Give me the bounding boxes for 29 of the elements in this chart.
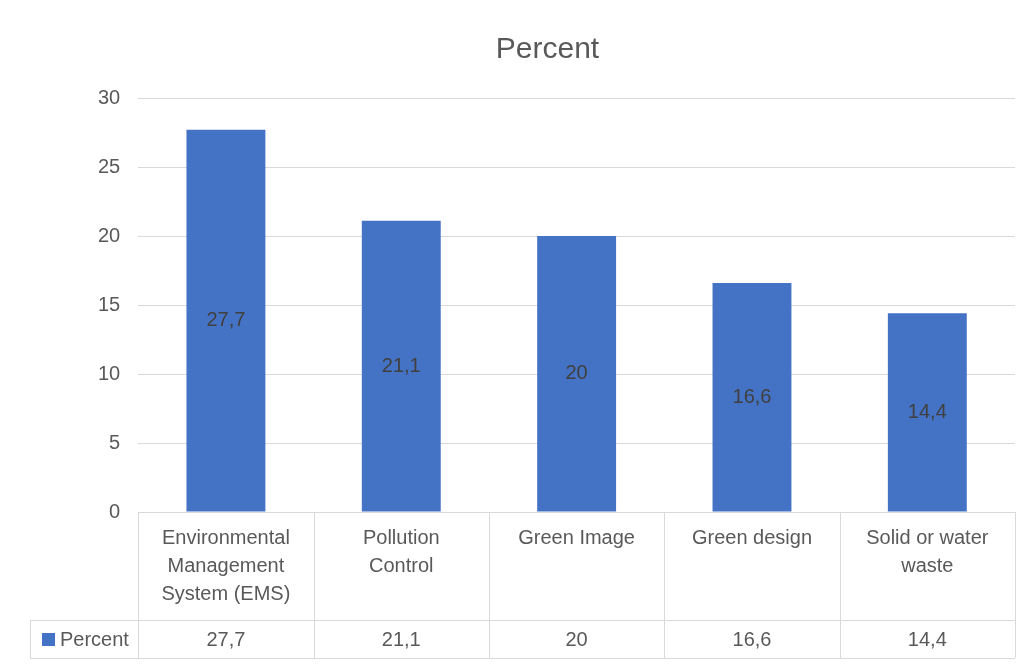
data-label: 27,7 — [206, 627, 246, 650]
y-tick-label: 0 — [109, 499, 121, 522]
x-tick-label: Green Image — [518, 525, 635, 548]
text: 20 — [565, 361, 588, 384]
y-tick-label: 25 — [98, 154, 121, 177]
y-tick-label: 15 — [98, 292, 121, 315]
text: 27,7 — [206, 308, 246, 331]
text: 14,4 — [907, 399, 947, 422]
data-label: 21,1 — [381, 627, 421, 650]
text: 21,1 — [381, 353, 421, 376]
x-tick-label: Pollution Control — [362, 525, 440, 576]
x-tick-label: Environmental Management System (EMS) — [161, 525, 291, 604]
bar — [887, 313, 967, 512]
bar — [712, 282, 792, 512]
data-label: 16,6 — [732, 627, 772, 650]
legend-label: Percent — [60, 627, 130, 650]
bar — [361, 220, 441, 512]
data-label: 20 — [565, 627, 588, 650]
x-tick-label: Green design — [691, 525, 813, 548]
text: 16,6 — [732, 384, 772, 407]
data-label: 14,4 — [907, 627, 947, 650]
y-tick-label: 20 — [98, 223, 121, 246]
x-tick-label: Solid or water waste — [866, 525, 989, 576]
bar — [537, 236, 617, 512]
y-tick-label: 5 — [109, 430, 121, 453]
y-tick-label: 30 — [98, 85, 121, 108]
chart-title: Percent — [495, 31, 600, 65]
y-tick-label: 10 — [98, 361, 121, 384]
bar — [186, 129, 266, 512]
